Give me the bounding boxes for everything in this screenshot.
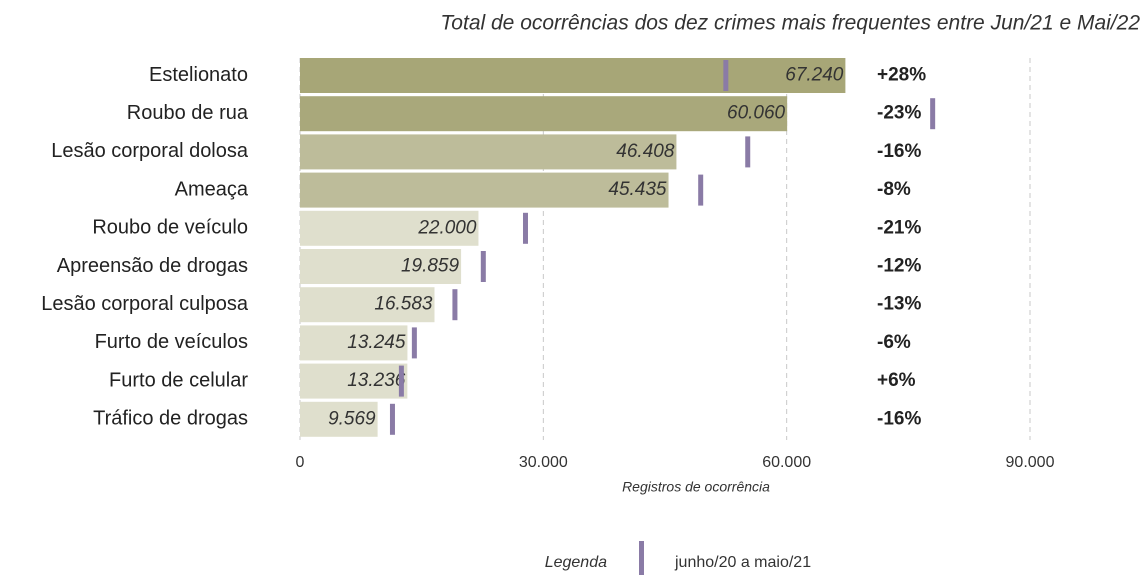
- bar: [300, 210, 479, 246]
- y-tick-label: Furto de veículos: [95, 331, 248, 353]
- change-label: +6%: [877, 370, 916, 391]
- bar-value-label: 60.060: [727, 103, 786, 124]
- change-label: -21%: [877, 217, 921, 238]
- previous-marker: [745, 136, 751, 168]
- x-axis-label: Registros de ocorrência: [622, 479, 770, 495]
- y-tick-label: Roubo de rua: [127, 102, 249, 124]
- bar: [300, 96, 788, 132]
- change-label: -6%: [877, 332, 911, 353]
- bar-value-label: 19.859: [401, 256, 460, 277]
- bar-value-label: 9.569: [328, 408, 376, 429]
- y-tick-label: Lesão corporal culposa: [41, 293, 249, 315]
- change-label: -12%: [877, 256, 921, 277]
- bar: [300, 58, 846, 93]
- change-label: -13%: [877, 294, 921, 315]
- bar-value-label: 45.435: [608, 179, 667, 200]
- bar: [300, 172, 669, 208]
- change-label: -16%: [877, 141, 921, 162]
- previous-marker: [522, 212, 528, 244]
- change-label: -16%: [877, 408, 921, 429]
- previous-marker: [452, 289, 458, 321]
- bar: [300, 287, 435, 323]
- bar-value-label: 13.236: [347, 370, 406, 391]
- previous-marker: [930, 98, 936, 130]
- x-tick-label: 0: [296, 454, 305, 471]
- bar-value-label: 46.408: [616, 141, 675, 162]
- y-tick-label: Ameaça: [175, 178, 249, 200]
- y-tick-label: Lesão corporal dolosa: [51, 140, 249, 162]
- previous-marker: [480, 251, 486, 282]
- bar: [300, 325, 408, 361]
- bar-value-label: 22.000: [417, 217, 477, 238]
- chart-title: Total de ocorrências dos dez crimes mais…: [440, 12, 1140, 35]
- previous-marker: [411, 327, 417, 359]
- y-tick-label: Apreensão de drogas: [57, 255, 248, 277]
- previous-marker: [723, 60, 729, 91]
- legend-label: junho/20 a maio/21: [674, 554, 811, 571]
- bar: [300, 134, 677, 170]
- bar: [300, 401, 378, 437]
- previous-marker: [698, 174, 704, 206]
- change-label: -8%: [877, 179, 911, 200]
- x-tick-label: 30.000: [519, 454, 568, 471]
- legend-marker: [639, 541, 644, 575]
- y-tick-label: Roubo de veículo: [92, 217, 248, 239]
- bar-value-label: 16.583: [374, 294, 433, 315]
- y-tick-label: Furto de celular: [109, 369, 248, 391]
- y-tick-label: Tráfico de drogas: [93, 408, 248, 430]
- x-tick-label: 60.000: [762, 454, 811, 471]
- bar-value-label: 67.240: [785, 65, 844, 86]
- previous-marker: [398, 365, 404, 397]
- y-tick-label: Estelionato: [149, 64, 248, 86]
- previous-marker: [389, 403, 395, 435]
- legend-title: Legenda: [545, 554, 607, 571]
- bar: [300, 249, 462, 284]
- x-tick-label: 90.000: [1006, 454, 1055, 471]
- change-label: -23%: [877, 103, 921, 124]
- bar: [300, 363, 408, 399]
- change-label: +28%: [877, 65, 926, 86]
- bar-value-label: 13.245: [347, 332, 406, 353]
